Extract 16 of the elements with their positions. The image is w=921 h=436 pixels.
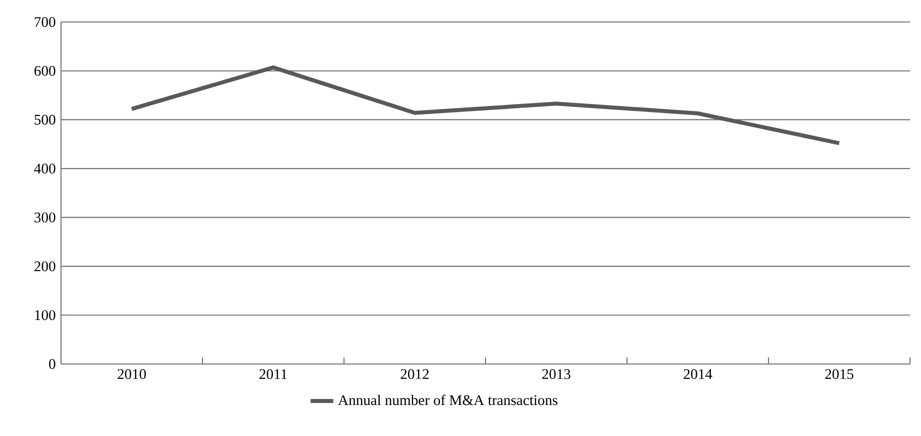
- x-tick-label: 2012: [400, 369, 429, 380]
- y-tick-label: 200: [34, 261, 56, 272]
- y-tick-label: 100: [35, 310, 56, 320]
- legend-label: Annual number of M&A transactions: [338, 394, 558, 406]
- y-tick-label: 500: [34, 114, 56, 125]
- x-tick-label: 2013: [542, 369, 570, 380]
- y-tick-label: 600: [34, 66, 56, 76]
- y-tick-label: 0: [49, 359, 56, 369]
- x-tick-label: 2011: [260, 369, 287, 380]
- x-tick-label: 2014: [684, 369, 712, 380]
- y-tick-label: 700: [34, 17, 56, 27]
- y-tick-label: 300: [34, 212, 56, 222]
- x-tick-label: 2010: [118, 369, 146, 380]
- x-tick-label: 2015: [825, 369, 854, 380]
- y-tick-label: 400: [34, 164, 56, 174]
- line-series: [130, 65, 842, 146]
